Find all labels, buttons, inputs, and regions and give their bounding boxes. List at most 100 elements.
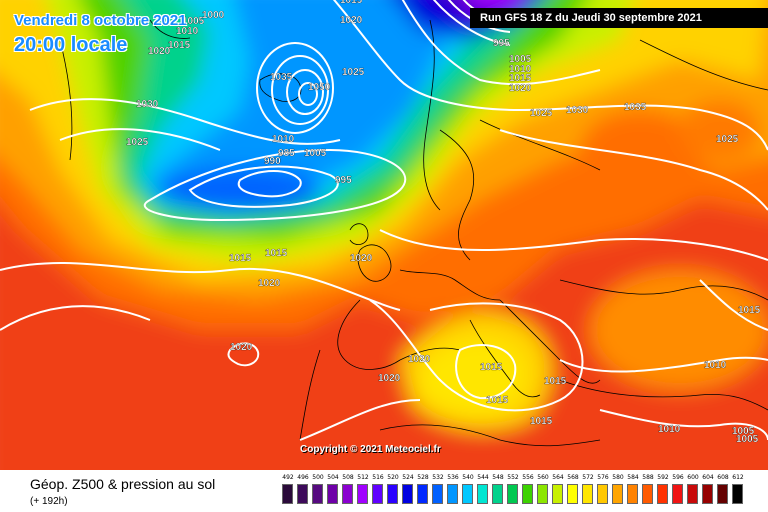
isobar-label: 1010 <box>176 26 199 37</box>
isobar-label: 990 <box>264 156 281 167</box>
legend-swatch <box>312 484 323 504</box>
isobar-label: 1010 <box>704 360 727 371</box>
legend-value-label: 560 <box>537 474 549 481</box>
legend-swatch <box>732 484 743 504</box>
isobar-label: 1025 <box>126 137 149 148</box>
isobar-label: 1010 <box>658 424 681 435</box>
legend-value-label: 520 <box>387 474 399 481</box>
isobar-label: 1020 <box>340 15 363 26</box>
legend-value-label: 516 <box>372 474 384 481</box>
isobar-label: 1020 <box>148 46 171 57</box>
forecast-time-label: 20:00 locale <box>14 34 128 56</box>
legend-value-label: 612 <box>732 474 744 481</box>
legend-swatch <box>567 484 578 504</box>
legend-value-label: 564 <box>552 474 564 481</box>
legend-value-label: 608 <box>717 474 729 481</box>
legend-swatch <box>507 484 518 504</box>
isobar-label: 1015 <box>486 395 509 406</box>
legend-swatch <box>417 484 428 504</box>
legend-value-label: 504 <box>327 474 339 481</box>
forecast-lead-time: (+ 192h) <box>30 496 68 507</box>
isobar-label: 1005 <box>509 54 532 65</box>
isobar-label: 985 <box>278 148 295 159</box>
isobar-label: 1010 <box>272 134 295 145</box>
isobar-label: 1000 <box>202 10 225 21</box>
legend-swatch <box>327 484 338 504</box>
geopotential-field <box>0 0 768 470</box>
legend-value-label: 508 <box>342 474 354 481</box>
legend-swatch <box>522 484 533 504</box>
isobar-label: 1020 <box>258 278 281 289</box>
weather-map: 1015 1010 1005 1000 1020 1015 995 1005 1… <box>0 0 768 470</box>
legend-swatch <box>462 484 473 504</box>
legend-value-label: 596 <box>672 474 684 481</box>
legend-swatch <box>372 484 383 504</box>
isobar-label: 1035 <box>270 72 293 83</box>
isobar-label: 1015 <box>544 376 567 387</box>
legend-value-label: 544 <box>477 474 489 481</box>
map-parameter-title: Géop. Z500 & pression au sol <box>30 476 216 492</box>
isobar-label: 1005 <box>736 434 759 445</box>
legend-swatch <box>552 484 563 504</box>
legend-value-label: 496 <box>297 474 309 481</box>
model-run-label: Run GFS 18 Z du Jeudi 30 septembre 2021 <box>470 8 768 28</box>
legend-value-label: 532 <box>432 474 444 481</box>
legend-swatch <box>687 484 698 504</box>
legend-value-label: 588 <box>642 474 654 481</box>
legend-value-label: 528 <box>417 474 429 481</box>
legend-value-label: 524 <box>402 474 414 481</box>
copyright-label: Copyright © 2021 Meteociel.fr <box>300 444 441 455</box>
legend-swatch <box>672 484 683 504</box>
isobar-label-layer: 1015 1010 1005 1000 1020 1015 995 1005 1… <box>126 0 761 445</box>
coastlines <box>59 19 768 447</box>
legend-swatch <box>537 484 548 504</box>
isobar-label: 1035 <box>624 102 647 113</box>
legend-value-label: 592 <box>657 474 669 481</box>
legend-swatch <box>597 484 608 504</box>
legend-swatch <box>657 484 668 504</box>
legend-swatch <box>342 484 353 504</box>
legend-swatch <box>357 484 368 504</box>
forecast-date-label: Vendredi 8 octobre 2021 <box>14 12 187 29</box>
legend-value-label: 600 <box>687 474 699 481</box>
legend-swatch <box>717 484 728 504</box>
isobar-label: 1025 <box>530 108 553 119</box>
legend-swatch <box>582 484 593 504</box>
legend-value-label: 548 <box>492 474 504 481</box>
isobar-label: 995 <box>493 38 510 49</box>
legend-swatch <box>447 484 458 504</box>
legend-swatch <box>627 484 638 504</box>
isobar-label: 1050 <box>308 82 331 93</box>
isobar-label: 1020 <box>408 354 431 365</box>
legend-value-label: 572 <box>582 474 594 481</box>
isobar-label: 1025 <box>342 67 365 78</box>
isobar-label: 1025 <box>716 134 739 145</box>
isobar-label: 1010 <box>509 64 532 75</box>
legend-swatch <box>282 484 293 504</box>
footer-bar: Géop. Z500 & pression au sol (+ 192h) 49… <box>0 470 768 512</box>
legend-swatch <box>477 484 488 504</box>
isobar-label: 1015 <box>229 253 252 264</box>
isobar-label: 1030 <box>566 105 589 116</box>
isobar-label: 1015 <box>480 362 503 373</box>
isobar-label: 1030 <box>136 99 159 110</box>
legend-value-label: 552 <box>507 474 519 481</box>
legend-swatch <box>432 484 443 504</box>
isobar-label: 1020 <box>350 253 373 264</box>
isobar-label: 1020 <box>378 373 401 384</box>
isobar-label: 1015 <box>738 305 761 316</box>
isobar-label: 1005 <box>304 148 327 159</box>
legend-swatch <box>702 484 713 504</box>
legend-swatch <box>492 484 503 504</box>
legend-value-label: 512 <box>357 474 369 481</box>
legend-value-label: 492 <box>282 474 294 481</box>
legend-value-label: 500 <box>312 474 324 481</box>
isobar-label: 1020 <box>509 83 532 94</box>
legend-swatch <box>297 484 308 504</box>
legend-value-label: 540 <box>462 474 474 481</box>
legend-swatch <box>402 484 413 504</box>
isobar-label: 1015 <box>265 248 288 259</box>
legend-value-label: 604 <box>702 474 714 481</box>
isobar-label: 1005 <box>732 426 755 437</box>
legend-swatch <box>612 484 623 504</box>
